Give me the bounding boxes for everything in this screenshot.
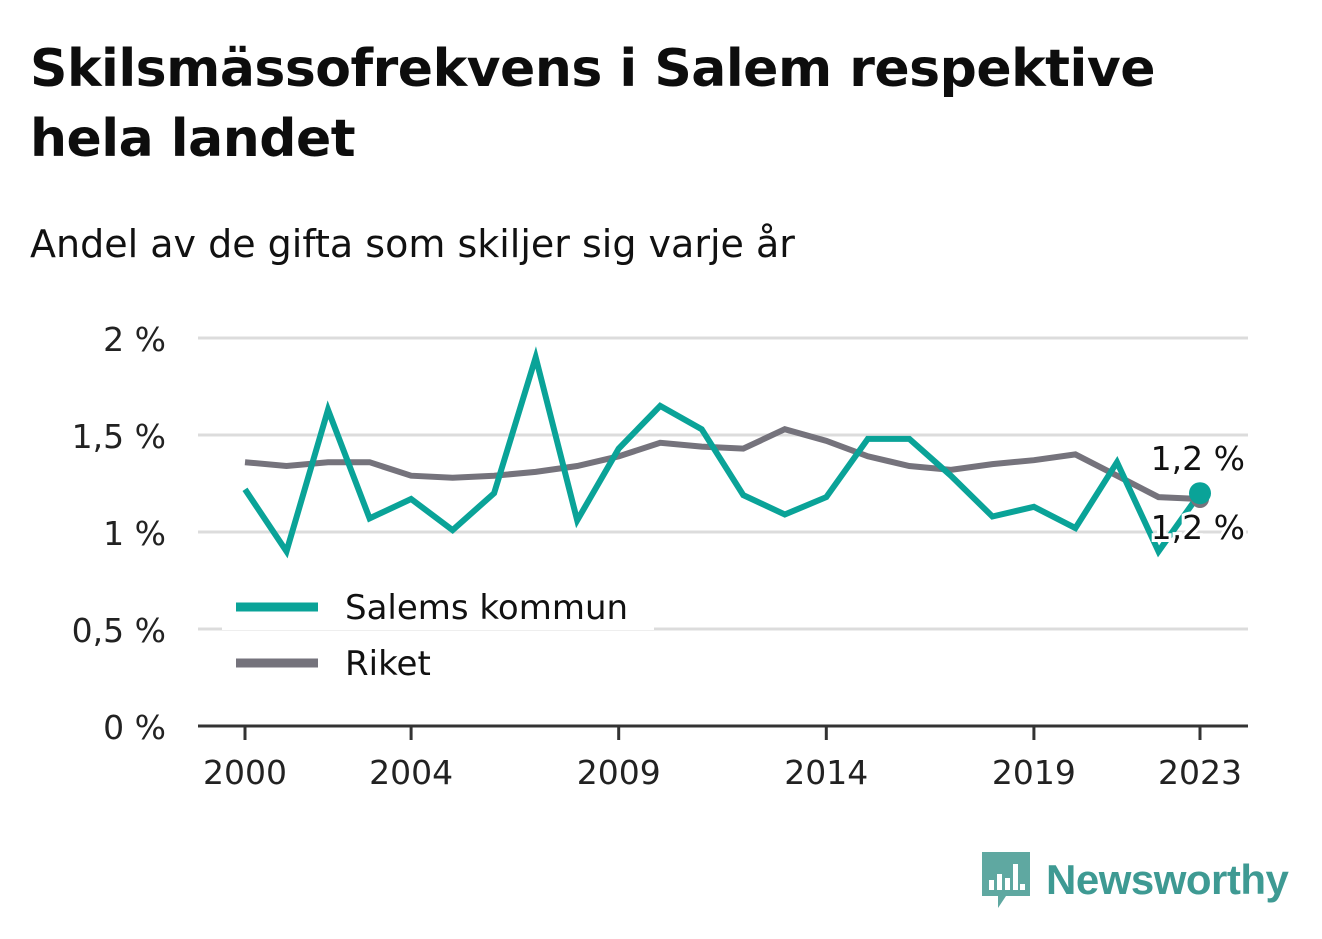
legend-label: Riket — [345, 644, 431, 684]
y-tick-label: 1 % — [103, 514, 166, 553]
end-label: 1,2 % — [1151, 508, 1245, 547]
y-tick-label: 2 % — [103, 320, 166, 359]
chart-subtitle: Andel av de gifta som skiljer sig varje … — [30, 222, 795, 266]
y-tick-label: 1,5 % — [72, 417, 166, 456]
x-tick-label: 2023 — [1158, 753, 1242, 792]
newsworthy-logo-icon — [982, 852, 1030, 908]
x-tick-label: 2004 — [369, 753, 453, 792]
end-label: 1,2 % — [1151, 439, 1245, 478]
legend-label: Salems kommun — [345, 588, 628, 628]
newsworthy-brand: Newsworthy — [980, 850, 1289, 910]
legend: Salems kommun Riket — [222, 576, 654, 684]
series-lines — [242, 346, 1203, 559]
end-labels: 1,2 % 1,2 % — [1148, 439, 1248, 550]
x-tick-label: 2000 — [203, 753, 287, 792]
series-line — [244, 426, 1201, 502]
brand-name: Newsworthy — [1046, 856, 1289, 903]
x-tick-label: 2014 — [784, 753, 868, 792]
end-marker — [1189, 482, 1211, 505]
y-tick-label: 0 % — [103, 708, 166, 747]
x-tick-label: 2019 — [992, 753, 1076, 792]
y-axis-ticks: 0 % 0,5 % 1 % 1,5 % 2 % — [72, 320, 166, 747]
x-tick-label: 2009 — [577, 753, 661, 792]
chart-title: Skilsmässofrekvens i Salem respektive he… — [30, 39, 1156, 169]
x-axis: 2000 2004 2009 2014 2019 2023 — [198, 724, 1248, 792]
y-tick-label: 0,5 % — [72, 611, 166, 650]
series-line — [242, 346, 1203, 559]
